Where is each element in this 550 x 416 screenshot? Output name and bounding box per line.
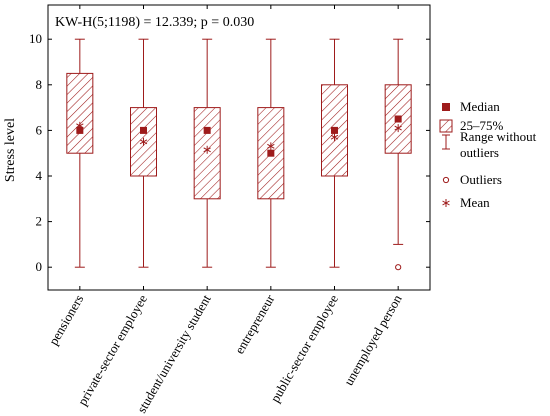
mean-marker <box>330 133 339 142</box>
y-tick-label: 2 <box>36 214 43 229</box>
mean-marker <box>267 142 275 151</box>
legend-label: Outliers <box>460 172 502 187</box>
legend-median-symbol <box>442 103 450 111</box>
y-tick-label: 0 <box>36 259 43 274</box>
y-axis-ticks: 0 2 4 6 8 10 <box>29 31 430 274</box>
mean-marker-stroke <box>139 139 148 145</box>
box-group-4 <box>257 38 285 268</box>
mean-marker <box>76 121 84 130</box>
outlier-marker <box>395 264 402 271</box>
box-group-3 <box>193 38 221 268</box>
y-tick-label: 4 <box>36 168 43 183</box>
legend: Median 25–75%Range without outliers Outlier… <box>439 99 537 210</box>
legend-label: 25–75% <box>460 118 504 133</box>
x-category-label: student/university student <box>134 292 214 416</box>
median-marker <box>76 126 84 134</box>
legend-label-line: Range without <box>460 129 537 144</box>
box-series <box>66 38 412 271</box>
legend-outlier-symbol <box>442 176 450 184</box>
legend-label: Median <box>460 99 500 114</box>
x-category-label: private-sector employee <box>74 292 150 408</box>
mean-marker <box>139 137 148 146</box>
mean-marker-stroke <box>203 147 211 153</box>
y-axis-label: Stress level <box>3 118 18 182</box>
x-category-label: public-sector employee <box>267 292 341 405</box>
mean-marker <box>203 145 211 154</box>
statistic-annotation: KW-H(5;1198) = 12.339; p = 0.030 <box>55 15 254 30</box>
y-tick-label: 10 <box>29 31 42 46</box>
iqr-box <box>384 84 412 154</box>
legend-mean-symbol <box>442 199 450 207</box>
box-group-2 <box>130 38 157 268</box>
mean-marker-stroke <box>330 134 339 140</box>
legend-item-whisker: Range without outliers <box>442 129 537 160</box>
legend-box-symbol <box>439 119 453 133</box>
legend-label: Range without outliers <box>460 129 537 160</box>
median-marker <box>267 149 275 157</box>
legend-label-line: outliers <box>460 145 499 160</box>
y-tick-label: 8 <box>36 77 43 92</box>
mean-marker-stroke <box>394 125 402 131</box>
legend-item-mean: Mean <box>442 195 490 210</box>
mean-marker-stroke <box>267 143 275 149</box>
plot-area-frame <box>47 4 431 291</box>
iqr-box <box>66 72 94 154</box>
median-marker <box>394 115 402 123</box>
legend-item-outlier: Outliers <box>442 172 502 187</box>
legend-label: Mean <box>460 195 490 210</box>
mean-marker <box>394 124 402 133</box>
legend-mean-symbol-stroke <box>442 200 450 206</box>
legend-item-box: 25–75% <box>439 118 504 133</box>
iqr-box <box>321 84 348 177</box>
box-group-6 <box>384 38 412 271</box>
x-category-label: pensioners <box>46 292 87 348</box>
legend-item-median: Median <box>442 99 500 114</box>
box-group-1 <box>66 38 94 268</box>
median-marker <box>331 126 338 134</box>
x-category-label: entrepreneur <box>232 291 278 356</box>
x-category-label: unemployed person <box>341 292 405 388</box>
mean-marker-stroke <box>76 123 84 129</box>
y-tick-label: 6 <box>36 122 43 137</box>
median-marker <box>140 126 147 134</box>
median-marker <box>203 126 211 134</box>
box-group-5 <box>321 38 348 268</box>
